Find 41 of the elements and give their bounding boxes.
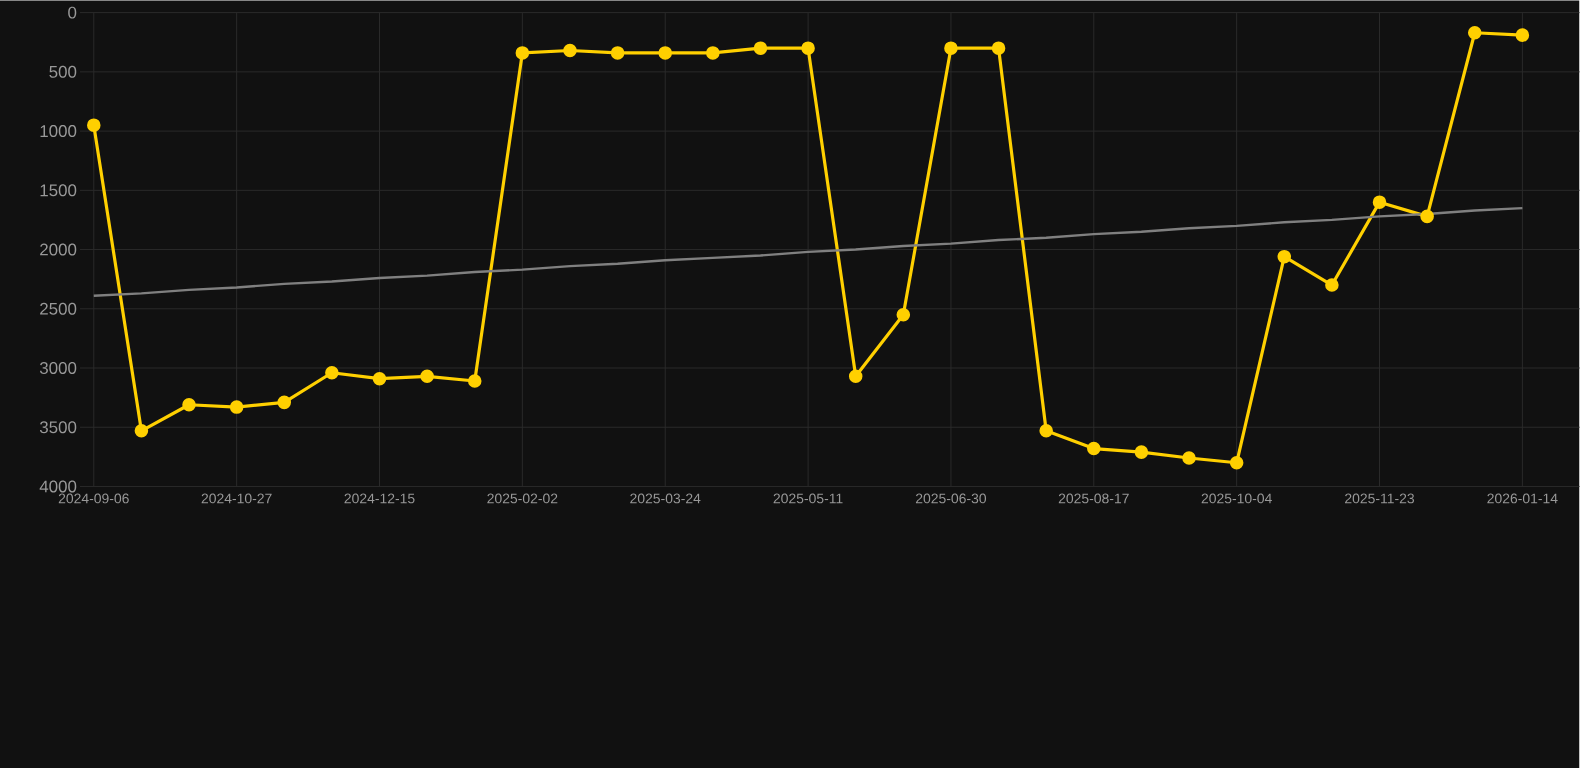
- point: [896, 307, 911, 322]
- point: [991, 41, 1006, 55]
- point: [325, 365, 339, 380]
- point: [1372, 195, 1387, 209]
- point: [372, 371, 387, 386]
- point: [1467, 25, 1482, 40]
- point: [658, 45, 672, 60]
- y-tick-label: 0: [68, 6, 77, 19]
- point: [515, 45, 530, 60]
- y-tick-label: 1500: [40, 184, 77, 197]
- point: [753, 41, 768, 55]
- point: [1325, 278, 1339, 292]
- point: [1420, 209, 1434, 223]
- line-series: [92, 206, 1524, 297]
- y-tick-label: 3000: [39, 361, 77, 374]
- point: [467, 374, 482, 388]
- y-tick-label: 500: [49, 65, 77, 78]
- point: [420, 369, 434, 383]
- point: [706, 45, 720, 60]
- point: [610, 45, 625, 60]
- y-tick-label: 2500: [40, 302, 77, 315]
- point: [1277, 249, 1292, 264]
- point: [848, 369, 863, 383]
- point: [229, 400, 244, 414]
- point: [277, 395, 292, 409]
- point: [1182, 451, 1196, 465]
- point: [944, 41, 958, 55]
- point: [1515, 28, 1530, 42]
- point: [1087, 441, 1101, 456]
- y-tick-label: 1000: [40, 124, 77, 137]
- point: [1229, 455, 1244, 470]
- y-tick-label: 2000: [40, 243, 77, 256]
- point: [87, 118, 101, 132]
- y-tick-label: 3500: [39, 421, 77, 434]
- point: [1039, 423, 1053, 438]
- point: [801, 41, 815, 55]
- point: [563, 43, 577, 58]
- point: [1134, 445, 1149, 459]
- point: [134, 423, 149, 438]
- point: [182, 397, 196, 412]
- y-tick-label: 4000: [39, 480, 77, 493]
